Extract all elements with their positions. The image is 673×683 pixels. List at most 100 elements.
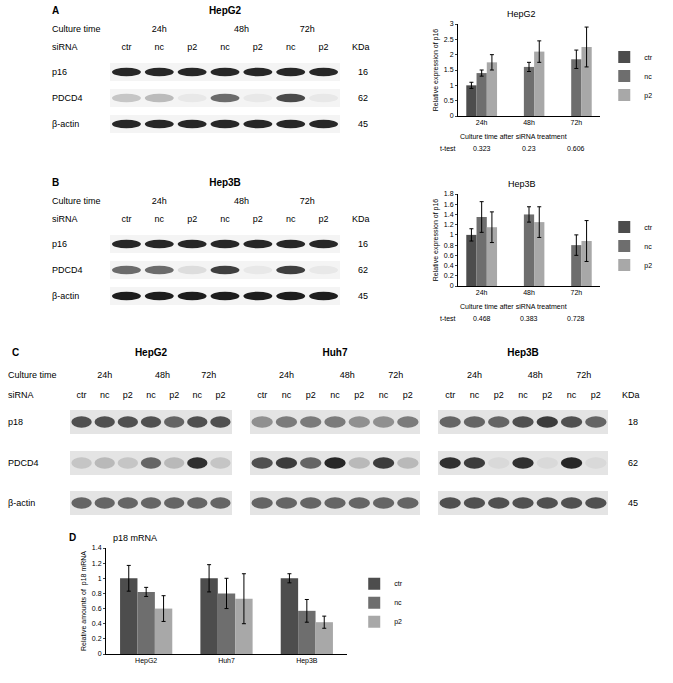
svg-text:nc: nc xyxy=(394,599,402,606)
svg-text:ctr: ctr xyxy=(394,580,402,587)
svg-text:p16: p16 xyxy=(52,239,67,249)
svg-text:ctr: ctr xyxy=(644,54,652,61)
svg-text:p2: p2 xyxy=(644,92,652,100)
svg-text:p2: p2 xyxy=(403,390,413,400)
svg-text:nc: nc xyxy=(330,390,340,400)
svg-text:p2: p2 xyxy=(591,390,601,400)
svg-text:0.728: 0.728 xyxy=(567,315,585,322)
svg-text:0.5: 0.5 xyxy=(444,97,454,104)
svg-text:nc: nc xyxy=(379,390,389,400)
svg-text:1: 1 xyxy=(450,231,454,238)
svg-text:48h: 48h xyxy=(155,370,170,380)
svg-text:45: 45 xyxy=(358,291,368,301)
svg-text:B: B xyxy=(52,177,59,188)
svg-text:C: C xyxy=(12,347,19,358)
svg-text:nc: nc xyxy=(155,214,165,224)
svg-text:nc: nc xyxy=(286,214,296,224)
svg-text:Culture time: Culture time xyxy=(52,196,101,206)
svg-text:48h: 48h xyxy=(234,196,249,206)
svg-text:2.5: 2.5 xyxy=(444,36,454,43)
svg-text:p2: p2 xyxy=(319,42,329,52)
svg-text:PDCD4: PDCD4 xyxy=(8,458,39,468)
svg-text:p2: p2 xyxy=(306,390,316,400)
svg-text:72h: 72h xyxy=(576,370,591,380)
svg-text:nc: nc xyxy=(644,73,652,80)
svg-text:p2: p2 xyxy=(494,390,504,400)
svg-text:1.4: 1.4 xyxy=(444,211,454,218)
svg-text:72h: 72h xyxy=(300,196,315,206)
svg-text:Huh7: Huh7 xyxy=(323,347,348,358)
svg-text:48h: 48h xyxy=(523,119,535,126)
svg-text:1.6: 1.6 xyxy=(444,201,454,208)
svg-text:siRNA: siRNA xyxy=(52,42,78,52)
svg-text:HepG2: HepG2 xyxy=(507,9,536,19)
svg-text:48h: 48h xyxy=(523,289,535,296)
svg-text:24h: 24h xyxy=(152,24,167,34)
svg-text:Culture time after siRNA treat: Culture time after siRNA treatment xyxy=(460,133,567,140)
svg-text:72h: 72h xyxy=(300,24,315,34)
svg-text:0.323: 0.323 xyxy=(473,145,491,152)
svg-text:18: 18 xyxy=(628,417,638,427)
svg-text:24h: 24h xyxy=(467,370,482,380)
svg-text:p2: p2 xyxy=(394,618,402,626)
svg-text:ctr: ctr xyxy=(77,390,87,400)
svg-text:0.4: 0.4 xyxy=(444,262,454,269)
svg-text:72h: 72h xyxy=(201,370,216,380)
svg-text:nc: nc xyxy=(470,390,480,400)
svg-text:nc: nc xyxy=(155,42,165,52)
svg-text:24h: 24h xyxy=(97,370,112,380)
svg-text:β-actin: β-actin xyxy=(8,498,35,508)
svg-text:0.6: 0.6 xyxy=(92,605,102,612)
svg-text:nc: nc xyxy=(518,390,528,400)
svg-text:0.8: 0.8 xyxy=(444,242,454,249)
svg-text:p2: p2 xyxy=(644,262,652,270)
svg-text:Hep3B: Hep3B xyxy=(507,347,539,358)
svg-text:KDa: KDa xyxy=(352,42,370,52)
svg-text:nc: nc xyxy=(220,214,230,224)
svg-text:D: D xyxy=(69,532,76,543)
svg-text:72h: 72h xyxy=(388,370,403,380)
svg-text:1.5: 1.5 xyxy=(444,66,454,73)
svg-text:nc: nc xyxy=(282,390,292,400)
svg-text:nc: nc xyxy=(644,243,652,250)
svg-text:62: 62 xyxy=(358,93,368,103)
svg-text:HepG2: HepG2 xyxy=(209,5,242,16)
svg-text:PDCD4: PDCD4 xyxy=(52,93,83,103)
svg-text:Huh7: Huh7 xyxy=(218,657,235,664)
svg-text:62: 62 xyxy=(358,265,368,275)
svg-text:16: 16 xyxy=(358,239,368,249)
svg-text:ctr: ctr xyxy=(644,224,652,231)
svg-text:62: 62 xyxy=(628,458,638,468)
svg-text:ctr: ctr xyxy=(445,390,455,400)
svg-text:PDCD4: PDCD4 xyxy=(52,265,83,275)
svg-text:Hep3B: Hep3B xyxy=(209,177,241,188)
svg-text:0.2: 0.2 xyxy=(92,635,102,642)
svg-text:1: 1 xyxy=(98,575,102,582)
svg-text:Culture time: Culture time xyxy=(8,370,57,380)
svg-text:3: 3 xyxy=(450,20,454,27)
svg-text:p2: p2 xyxy=(542,390,552,400)
svg-text:1.8: 1.8 xyxy=(444,190,454,197)
svg-text:p16: p16 xyxy=(52,67,67,77)
svg-text:Culture time after siRNA treat: Culture time after siRNA treatment xyxy=(460,303,567,310)
svg-text:siRNA: siRNA xyxy=(52,214,78,224)
svg-text:0: 0 xyxy=(98,650,102,657)
svg-text:2: 2 xyxy=(450,51,454,58)
svg-text:ctr: ctr xyxy=(257,390,267,400)
svg-text:p18 mRNA: p18 mRNA xyxy=(113,533,157,543)
svg-text:t-test: t-test xyxy=(440,315,456,322)
svg-text:HepG2: HepG2 xyxy=(135,347,168,358)
svg-text:nc: nc xyxy=(146,390,156,400)
svg-text:β-actin: β-actin xyxy=(52,119,79,129)
svg-text:0: 0 xyxy=(450,112,454,119)
svg-text:1.2: 1.2 xyxy=(92,560,102,567)
svg-text:Relative expression of p16: Relative expression of p16 xyxy=(432,29,440,112)
svg-text:nc: nc xyxy=(100,390,110,400)
svg-text:24h: 24h xyxy=(476,119,488,126)
svg-text:24h: 24h xyxy=(152,196,167,206)
svg-text:48h: 48h xyxy=(234,24,249,34)
svg-text:0.6: 0.6 xyxy=(444,252,454,259)
svg-text:0.383: 0.383 xyxy=(520,315,538,322)
svg-text:Hep3B: Hep3B xyxy=(296,657,318,665)
svg-text:nc: nc xyxy=(193,390,203,400)
